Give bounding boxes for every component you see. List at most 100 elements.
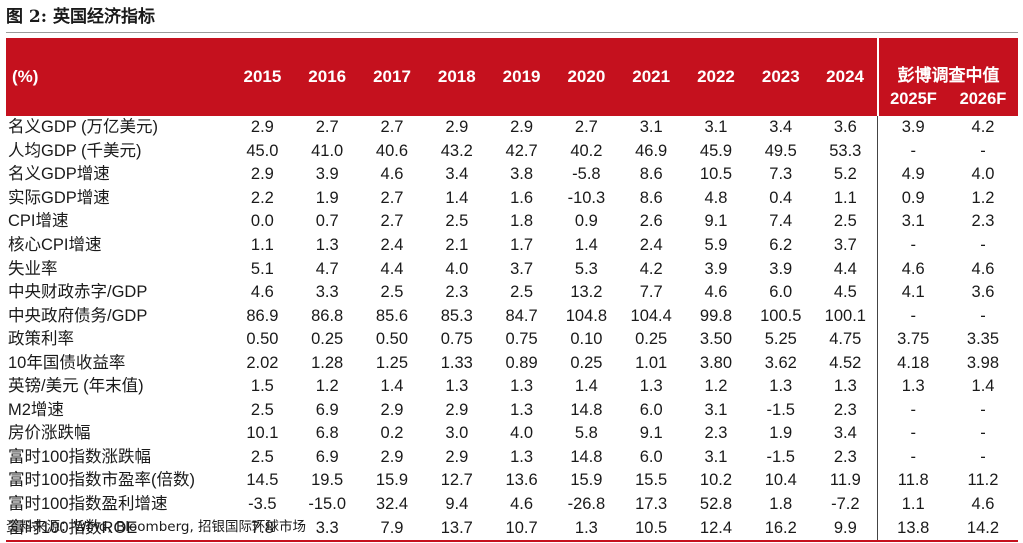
value-cell: 8.6 — [639, 188, 663, 207]
value-cell: 2.7 — [574, 118, 598, 137]
row-label: 房价涨跌幅 — [8, 424, 91, 443]
forecast-cell: - — [877, 139, 948, 164]
value-cell: 1.9 — [315, 188, 339, 207]
value-cell: 4.0 — [445, 259, 469, 278]
value-cell: 3.62 — [764, 353, 797, 372]
table-row: 富时100指数涨跌幅 2.5 6.9 2.9 2.9 1.3 14.8 6.0 3.1 -1.5 2… — [6, 445, 1018, 470]
value-cell: -3.5 — [248, 495, 277, 514]
value-cell: 2.5 — [445, 212, 469, 231]
value-cell: 100.1 — [824, 306, 866, 325]
value-cell: 1.3 — [639, 377, 663, 396]
value-cell: 16.2 — [748, 516, 814, 542]
value-cell: 10.5 — [699, 165, 733, 184]
value-cell: -1.5 — [766, 400, 795, 419]
year-header: 2017 — [359, 38, 425, 116]
value-cell: 52.8 — [699, 495, 733, 514]
value-cell: 1.5 — [250, 377, 274, 396]
value-cell: 1.33 — [440, 353, 473, 372]
value-cell: 86.8 — [311, 306, 344, 325]
value-cell: 2.5 — [833, 212, 857, 231]
value-cell: 6.9 — [315, 400, 339, 419]
value-cell: 2.3 — [833, 400, 857, 419]
value-cell: 0.7 — [315, 212, 339, 231]
value-cell: 3.0 — [445, 424, 469, 443]
value-cell: 100.5 — [760, 306, 802, 325]
value-cell: 7.9 — [359, 516, 425, 542]
forecast-cell: - — [877, 233, 948, 258]
value-cell: 15.9 — [375, 471, 409, 490]
forecast-cell: - — [980, 236, 986, 254]
value-cell: 2.5 — [510, 283, 534, 302]
value-cell: 2.7 — [315, 118, 339, 137]
value-cell: 15.9 — [570, 471, 603, 490]
value-cell: 9.1 — [639, 424, 663, 443]
value-cell: 11.9 — [829, 471, 861, 490]
value-cell: 2.4 — [380, 236, 404, 254]
table-row: 英镑/美元 (年末值) 1.5 1.2 1.4 1.3 1.3 1.4 1.3 1.2 1.3 1.… — [6, 375, 1018, 399]
forecast-cell: 4.1 — [877, 280, 948, 305]
forecast-cell: 2.3 — [971, 212, 995, 231]
value-cell: 3.3 — [294, 516, 360, 542]
value-cell: 1.3 — [553, 516, 619, 542]
value-cell: 15.5 — [635, 471, 668, 490]
forecast-group-header: 彭博调查中值 — [876, 38, 1018, 88]
row-label: M2增速 — [8, 400, 64, 419]
value-cell: 17.3 — [635, 495, 668, 514]
value-cell: 2.6 — [639, 212, 663, 231]
year-header: 2015 — [230, 38, 295, 116]
value-cell: 1.3 — [510, 447, 534, 466]
value-cell: 1.8 — [510, 212, 534, 231]
value-cell: 4.75 — [829, 330, 862, 349]
forecast-cell: 4.18 — [877, 351, 948, 376]
table-header: (%) 2015 2016 2017 2018 2019 2020 2021 2… — [6, 38, 1018, 116]
value-cell: 2.9 — [445, 118, 469, 137]
value-cell: 4.0 — [510, 424, 534, 443]
value-cell: -10.3 — [567, 188, 606, 207]
value-cell: 1.2 — [704, 377, 728, 396]
value-cell: 4.4 — [833, 259, 857, 278]
year-header: 2022 — [683, 38, 749, 116]
table-row: 失业率 5.1 4.7 4.4 4.0 3.7 5.3 4.2 3.9 3.9 4.4 4.6 4.6 — [6, 257, 1018, 281]
value-cell: 13.6 — [505, 471, 538, 490]
value-cell: 6.2 — [769, 236, 793, 254]
value-cell: 4.52 — [829, 353, 862, 372]
value-cell: 2.4 — [639, 236, 663, 254]
value-cell: 1.3 — [445, 377, 469, 396]
value-cell: 85.3 — [440, 306, 473, 325]
forecast-cell: 1.2 — [971, 188, 995, 207]
row-label: 10年国债收益率 — [8, 353, 126, 372]
value-cell: 41.0 — [311, 141, 344, 160]
value-cell: 1.1 — [833, 188, 857, 207]
value-cell: 42.7 — [505, 141, 538, 160]
value-cell: 6.8 — [315, 424, 339, 443]
value-cell: 43.2 — [440, 141, 473, 160]
value-cell: 40.2 — [570, 141, 603, 160]
value-cell: 104.4 — [630, 306, 672, 325]
value-cell: 4.8 — [704, 188, 728, 207]
table-row: CPI增速 0.0 0.7 2.7 2.5 1.8 0.9 2.6 9.1 7.4 2.5 3.1 2.… — [6, 210, 1018, 234]
row-label: 富时100指数ROE — [6, 516, 230, 542]
value-cell: 5.2 — [833, 165, 857, 184]
unit-header: (%) — [6, 38, 230, 116]
value-cell: 3.1 — [704, 400, 728, 419]
forecast-year-header: 2025F — [876, 88, 948, 116]
value-cell: 10.5 — [618, 516, 684, 542]
value-cell: 3.1 — [704, 118, 728, 137]
value-cell: 3.9 — [704, 259, 728, 278]
value-cell: 7.7 — [639, 283, 663, 302]
forecast-cell: 4.9 — [877, 163, 948, 187]
economic-indicators-table: (%) 2015 2016 2017 2018 2019 2020 2021 2… — [6, 38, 1018, 542]
forecast-cell: - — [980, 400, 986, 419]
year-header: 2018 — [424, 38, 490, 116]
forecast-cell: 1.3 — [877, 375, 948, 399]
value-cell: 1.4 — [445, 188, 469, 207]
forecast-cell: 3.6 — [971, 283, 995, 302]
table-row: 政策利率 0.50 0.25 0.50 0.75 0.75 0.10 0.25 3.50 5.25… — [6, 327, 1018, 352]
value-cell: 9.4 — [445, 495, 469, 514]
value-cell: 0.10 — [570, 330, 603, 349]
forecast-cell: 14.2 — [947, 516, 1018, 542]
value-cell: 3.4 — [445, 165, 469, 184]
value-cell: -26.8 — [567, 495, 606, 514]
value-cell: 4.6 — [380, 165, 404, 184]
year-header: 2019 — [489, 38, 554, 116]
